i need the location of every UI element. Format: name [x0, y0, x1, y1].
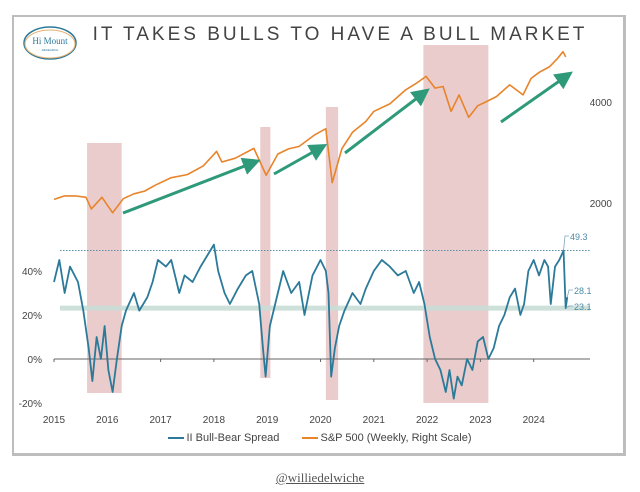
- x-tick-label: 2015: [43, 415, 66, 426]
- bull-bear-spread-line: [53, 243, 569, 400]
- legend-label: S&P 500 (Weekly, Right Scale): [320, 432, 472, 444]
- left-tick-label: 20%: [22, 311, 42, 322]
- left-tick-label: 0%: [28, 355, 43, 366]
- x-tick-label: 2019: [256, 415, 279, 426]
- legend-item-spread: II Bull-Bear Spread: [168, 432, 279, 444]
- chart-title: IT TAKES BULLS TO HAVE A BULL MARKET: [92, 24, 588, 45]
- trend-arrow: [122, 157, 261, 215]
- x-tick-label: 2016: [96, 415, 119, 426]
- trend-arrow: [273, 144, 328, 176]
- svg-text:RESEARCH: RESEARCH: [42, 48, 59, 52]
- annotation-leader: [565, 305, 573, 309]
- left-tick-label: 40%: [22, 267, 42, 278]
- legend-item-sp500: S&P 500 (Weekly, Right Scale): [302, 432, 472, 444]
- x-tick-label: 2022: [416, 415, 439, 426]
- left-tick-label: -20%: [19, 399, 42, 410]
- x-tick-label: 2021: [363, 415, 386, 426]
- annotation-label: 49.3: [570, 232, 588, 242]
- trend-arrow: [344, 88, 430, 155]
- x-tick-label: 2024: [523, 415, 546, 426]
- annotation-label: 23.1: [574, 302, 592, 312]
- right-tick-label: 4000: [590, 98, 613, 109]
- sp500-line: [53, 50, 567, 214]
- legend: II Bull-Bear Spread S&P 500 (Weekly, Rig…: [0, 432, 640, 444]
- annotation-label: 28.1: [574, 286, 592, 296]
- shaded-period: [87, 143, 122, 393]
- x-tick-label: 2018: [203, 415, 226, 426]
- author-handle: @williedelwiche: [275, 470, 365, 485]
- legend-label: II Bull-Bear Spread: [186, 432, 280, 444]
- shaded-period: [260, 127, 271, 378]
- trend-arrow: [500, 71, 573, 124]
- annotation-leader: [563, 235, 569, 251]
- annotation-leader: [566, 289, 573, 298]
- x-tick-label: 2023: [469, 415, 492, 426]
- svg-text:Hi Mount: Hi Mount: [32, 36, 68, 46]
- x-tick-label: 2017: [149, 415, 172, 426]
- right-tick-label: 2000: [590, 199, 613, 210]
- logo: Hi Mount RESEARCH: [23, 26, 77, 60]
- x-tick-label: 2020: [309, 415, 332, 426]
